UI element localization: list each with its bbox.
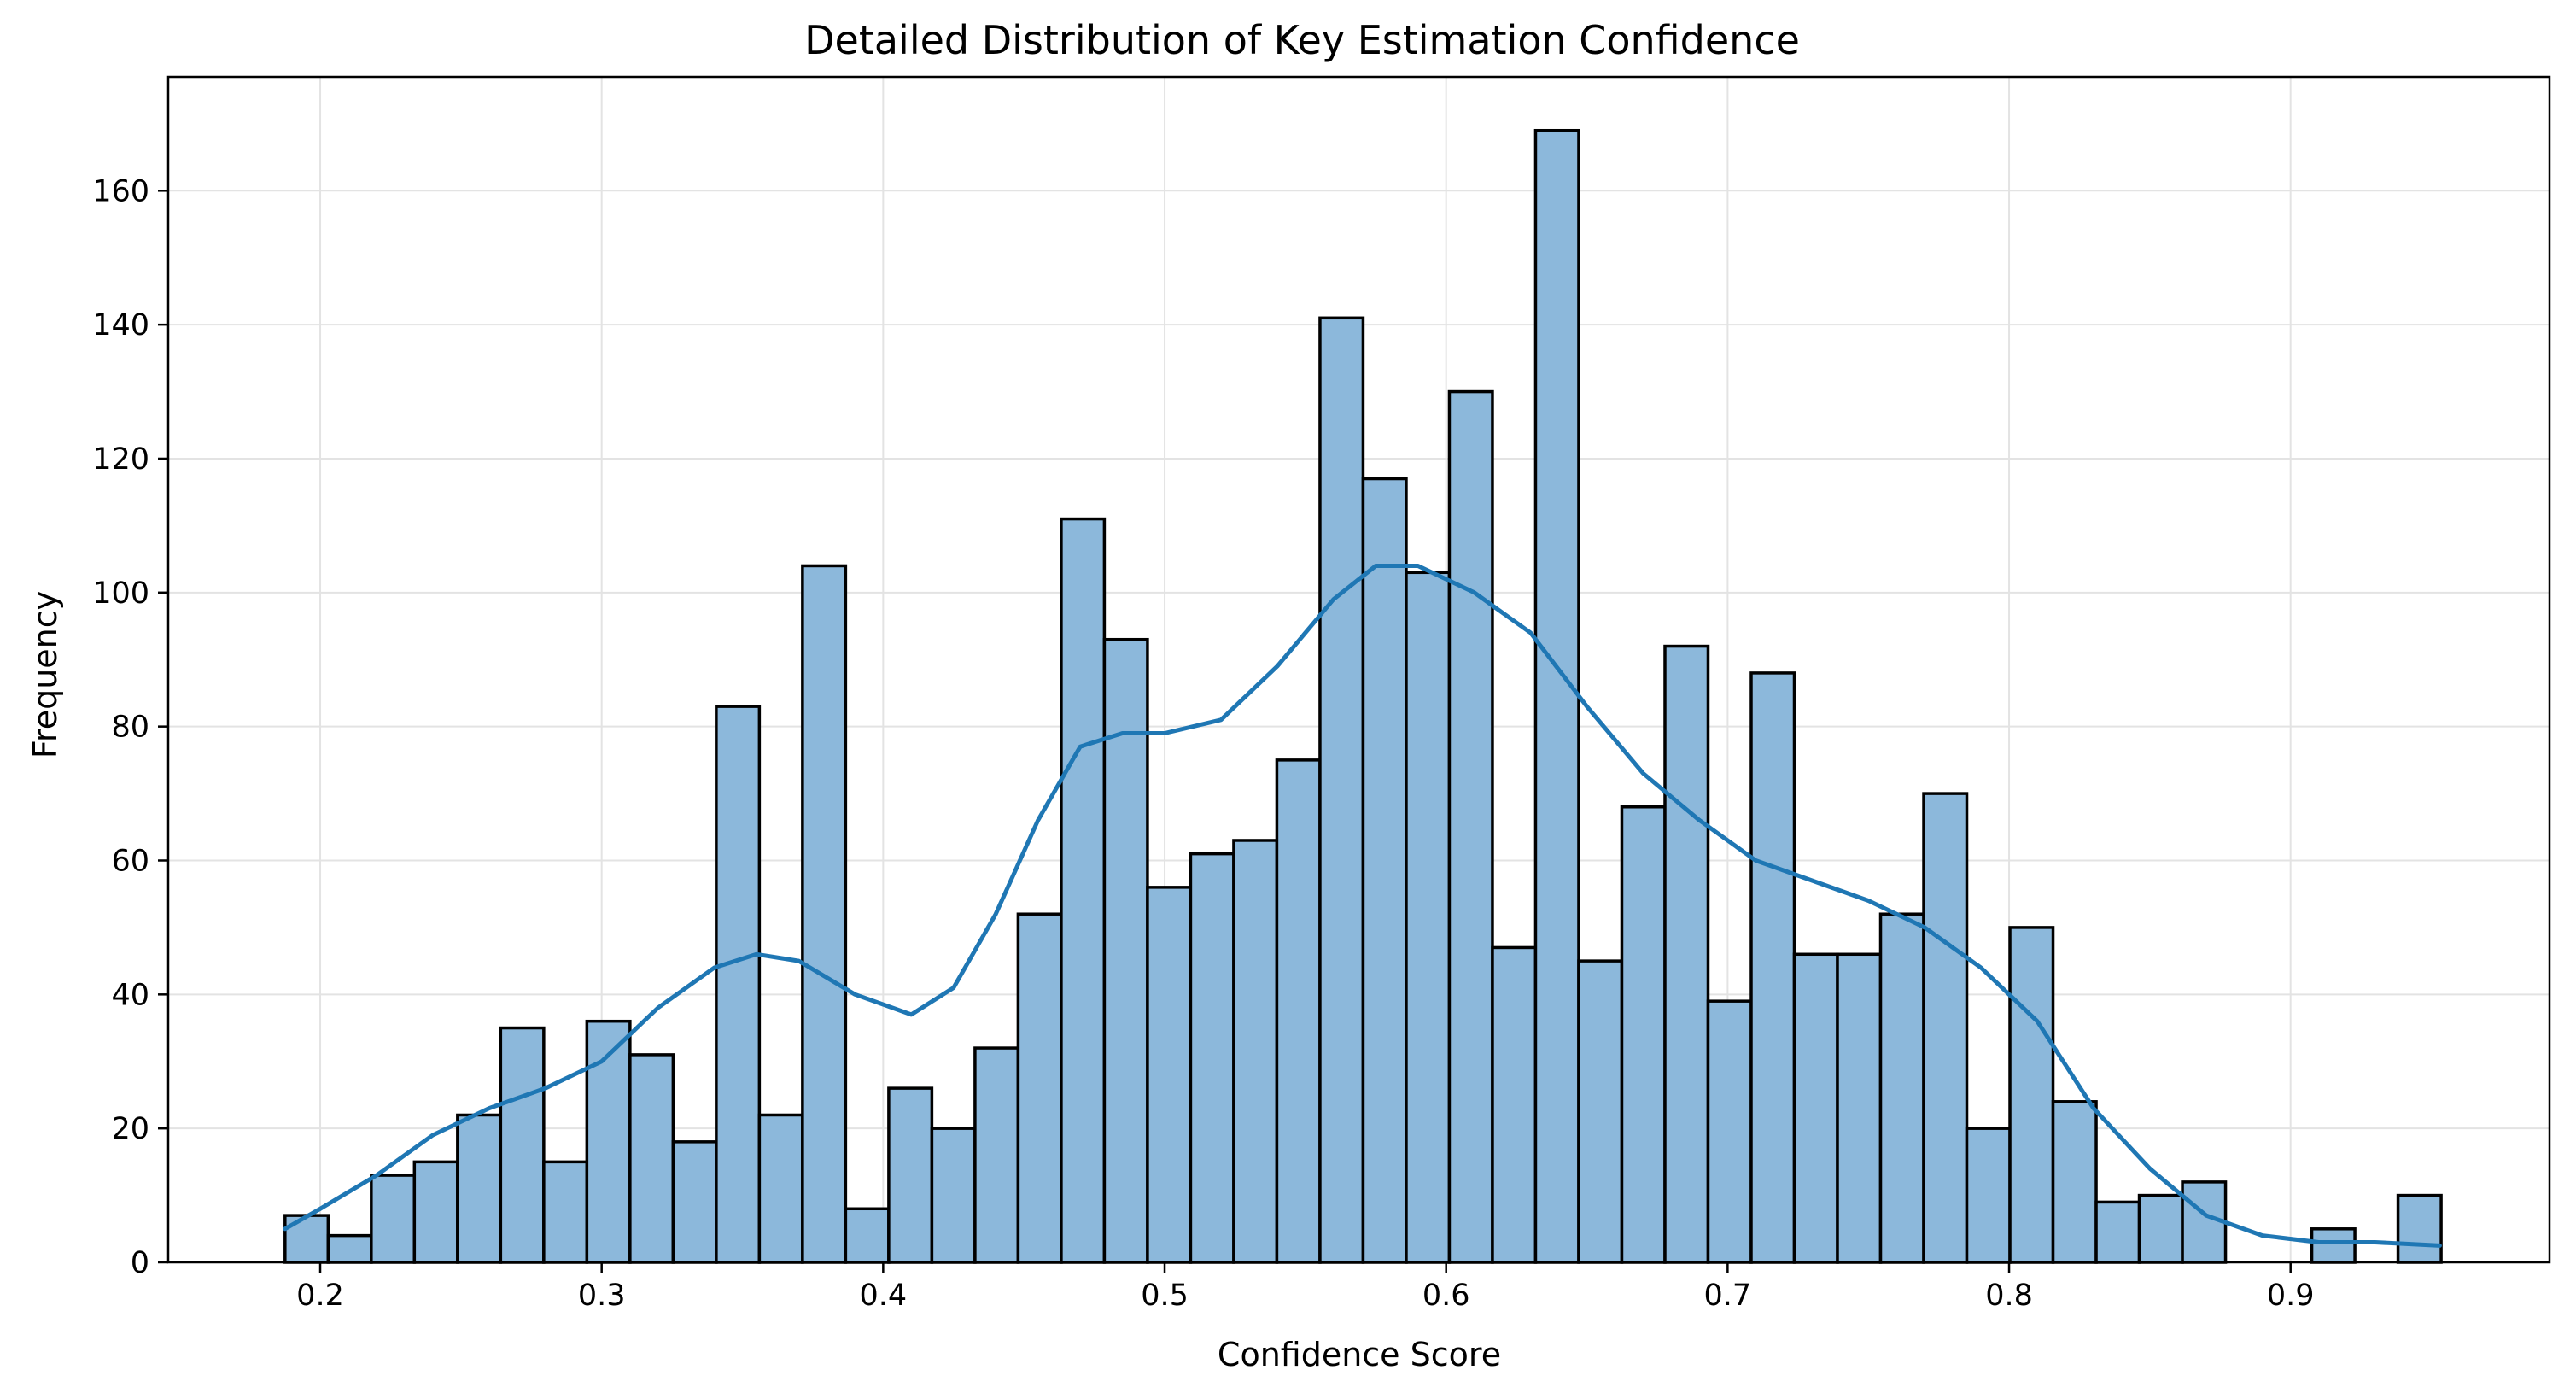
histogram-bar	[326, 1233, 373, 1264]
histogram-bar	[1663, 644, 1710, 1264]
histogram-bar	[1749, 671, 1796, 1264]
histogram-bar	[1146, 886, 1193, 1264]
kde-curve	[283, 564, 2442, 1248]
histogram-bar	[887, 1086, 934, 1264]
x-tick-label: 0.4	[860, 1279, 908, 1313]
histogram-bar	[715, 705, 762, 1264]
histogram-bar	[1577, 959, 1624, 1264]
x-tick-label: 0.9	[2267, 1279, 2315, 1313]
histogram-bar	[1016, 912, 1063, 1264]
y-tick-label: 60	[111, 844, 149, 878]
histogram-bar	[2051, 1100, 2098, 1264]
y-tick-label: 100	[92, 577, 149, 611]
y-tick-label: 160	[92, 174, 149, 208]
histogram-bar	[1405, 571, 1452, 1264]
histogram-bar	[2181, 1180, 2228, 1264]
histogram-bar	[1060, 517, 1107, 1264]
histogram-bars	[283, 128, 2443, 1264]
histogram-bar	[801, 564, 848, 1264]
y-axis-label: Frequency	[26, 591, 64, 758]
histogram-bar	[1361, 477, 1408, 1264]
histogram-bar	[1922, 792, 1969, 1264]
histogram-bar	[844, 1207, 891, 1264]
histogram-bar	[1189, 852, 1235, 1264]
histogram-bar	[499, 1026, 546, 1264]
histogram-bar	[671, 1140, 718, 1264]
x-axis-label: Confidence Score	[1218, 1336, 1501, 1373]
y-tick-label: 80	[111, 711, 149, 745]
x-tick-label: 0.3	[578, 1279, 626, 1313]
histogram-bar	[1491, 945, 1538, 1264]
histogram-bar	[370, 1174, 417, 1264]
histogram-bar	[1275, 758, 1322, 1264]
histogram-bar	[542, 1160, 589, 1264]
histogram-bar	[628, 1053, 675, 1264]
histogram-bar	[2310, 1227, 2357, 1264]
histogram-bar	[456, 1113, 503, 1264]
y-tick-label: 40	[111, 978, 149, 1012]
y-tick-label: 20	[111, 1112, 149, 1146]
histogram-bar	[1232, 839, 1279, 1264]
y-axis-ticks: 0 20 40 60 80 100 120 140 160	[92, 174, 168, 1280]
histogram-bar	[412, 1160, 459, 1264]
histogram-bar	[1792, 952, 1839, 1264]
y-tick-label: 120	[92, 442, 149, 477]
x-tick-label: 0.5	[1141, 1279, 1189, 1313]
histogram-bar	[2008, 926, 2055, 1264]
y-tick-label: 140	[92, 308, 149, 342]
x-axis-ticks: 0.2 0.3 0.4 0.5 0.6 0.7 0.8 0.9	[296, 1262, 2315, 1313]
histogram-bar	[1878, 912, 1925, 1264]
histogram-bar	[1965, 1127, 2012, 1264]
chart-title: Detailed Distribution of Key Estimation …	[804, 17, 1800, 63]
histogram-bar	[1620, 805, 1667, 1264]
x-tick-label: 0.7	[1704, 1279, 1752, 1313]
histogram-bar	[2094, 1200, 2141, 1264]
histogram-bar	[1533, 128, 1580, 1264]
histogram-bar	[1447, 389, 1494, 1264]
histogram-bar	[2137, 1193, 2184, 1264]
histogram-bar	[1836, 952, 1883, 1264]
x-tick-label: 0.2	[296, 1279, 344, 1313]
histogram-bar	[930, 1127, 977, 1264]
histogram-bar	[1706, 999, 1753, 1264]
histogram-bar	[973, 1046, 1020, 1264]
y-tick-label: 0	[131, 1246, 149, 1280]
histogram-bar	[757, 1113, 804, 1264]
histogram-bar	[1318, 316, 1365, 1264]
plot-frame	[166, 75, 2551, 1264]
x-tick-label: 0.8	[1985, 1279, 2033, 1313]
histogram-bar	[2396, 1193, 2443, 1264]
x-tick-label: 0.6	[1422, 1279, 1470, 1313]
histogram-bar	[283, 1214, 330, 1264]
